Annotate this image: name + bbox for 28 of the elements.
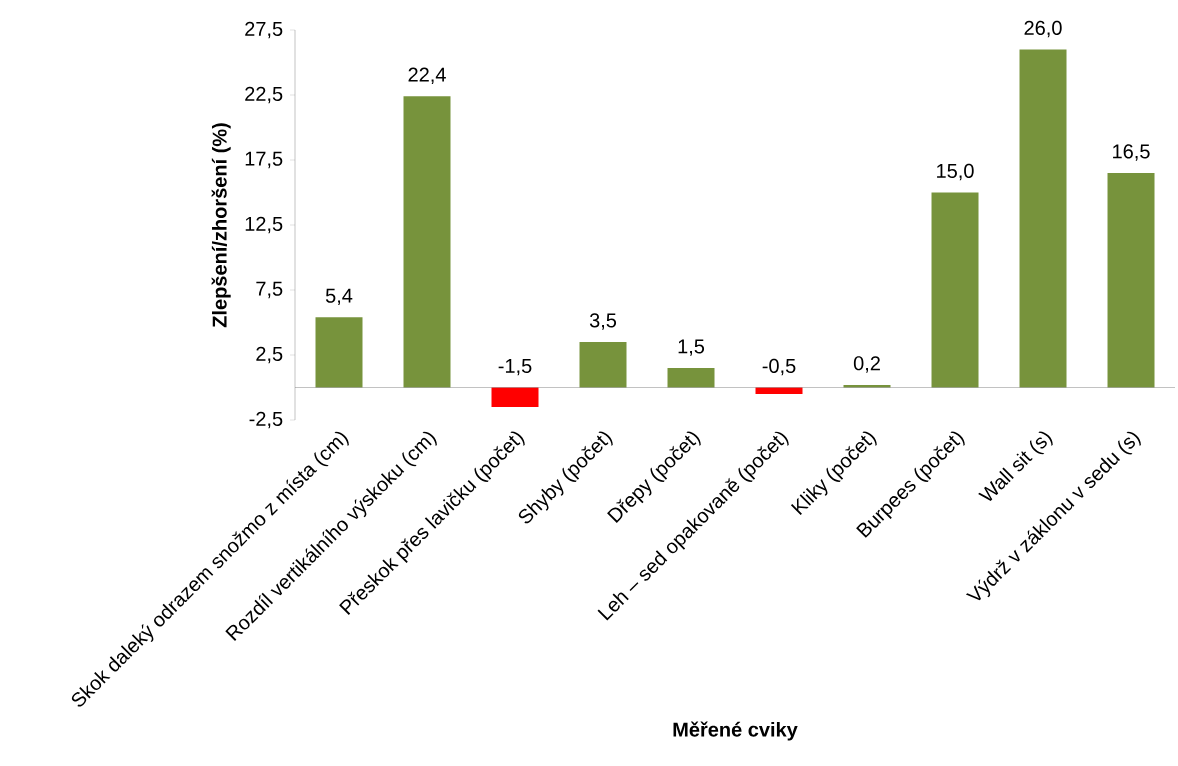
data-label: 22,4	[408, 67, 446, 85]
x-axis-title: Měřené cviky	[673, 721, 798, 741]
data-label: 16,5	[1113, 144, 1150, 161]
y-tick-label: 12,5	[245, 216, 283, 234]
bar	[315, 317, 363, 388]
data-label: 3,5	[589, 313, 617, 330]
data-label: 0,2	[853, 356, 880, 373]
data-label: 15,0	[937, 163, 974, 181]
data-label: -1,5	[498, 358, 532, 376]
bar	[491, 387, 539, 407]
y-tick-label: 7,5	[256, 281, 283, 299]
bar	[1107, 173, 1155, 388]
bar	[403, 96, 451, 388]
y-tick-label: 2,5	[256, 346, 283, 364]
y-tick-label: -2,5	[249, 411, 283, 429]
bar	[755, 387, 803, 394]
y-tick-label: 27,5	[245, 21, 283, 39]
data-label: 26,0	[1024, 20, 1062, 38]
bar	[579, 342, 627, 388]
data-label: -0,5	[762, 358, 796, 376]
bar	[931, 192, 979, 388]
bar	[667, 368, 715, 388]
data-label: 5,4	[325, 288, 353, 306]
bar	[1019, 49, 1067, 388]
data-label: 1,5	[678, 339, 705, 356]
y-tick-label: 22,5	[245, 86, 283, 104]
y-axis-title: Zlepšení/zhoršení (%)	[211, 123, 231, 328]
y-tick-label: 17,5	[245, 151, 283, 169]
